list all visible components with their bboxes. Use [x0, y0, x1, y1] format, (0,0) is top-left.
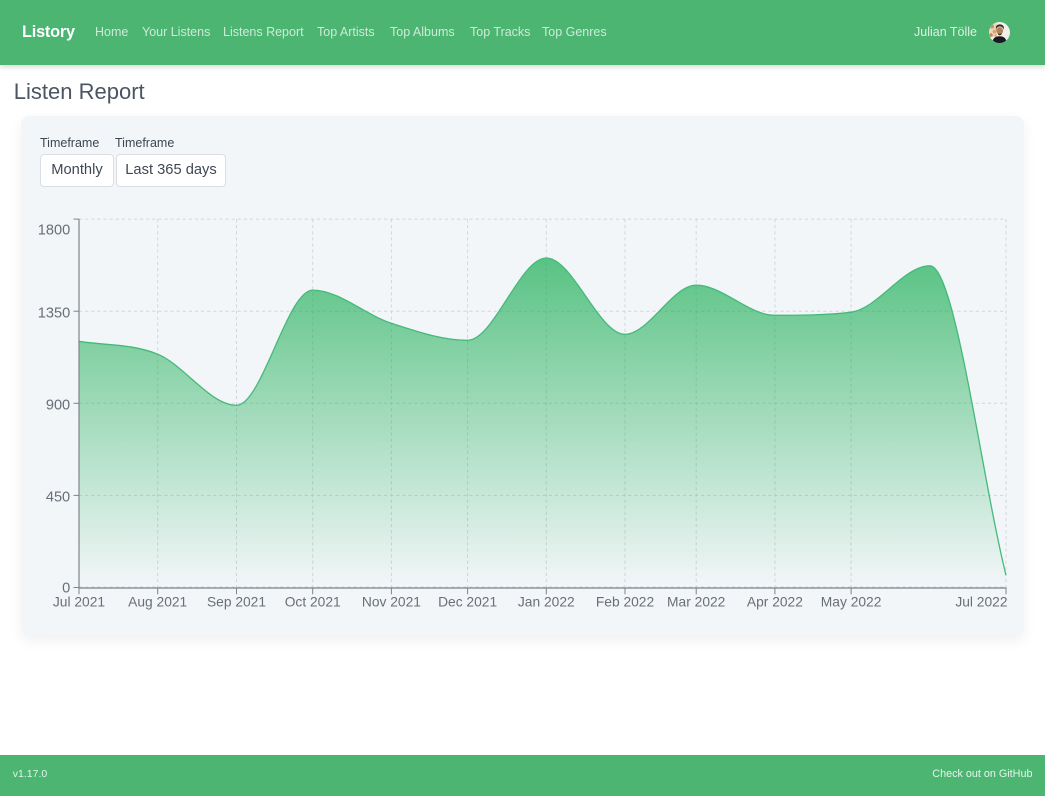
- svg-text:900: 900: [46, 397, 70, 413]
- svg-text:1350: 1350: [38, 305, 70, 321]
- svg-text:Jan 2022: Jan 2022: [518, 595, 575, 610]
- svg-text:Apr 2022: Apr 2022: [747, 595, 803, 610]
- svg-text:Jul 2022: Jul 2022: [955, 595, 1007, 610]
- svg-text:Jul 2021: Jul 2021: [53, 595, 105, 610]
- svg-text:1800: 1800: [38, 223, 70, 239]
- svg-text:Oct 2021: Oct 2021: [285, 595, 341, 610]
- svg-text:Feb 2022: Feb 2022: [596, 595, 654, 610]
- svg-text:Aug 2021: Aug 2021: [128, 595, 187, 610]
- svg-text:Dec 2021: Dec 2021: [438, 595, 497, 610]
- svg-text:Mar 2022: Mar 2022: [667, 595, 725, 610]
- svg-text:May 2022: May 2022: [821, 595, 882, 610]
- svg-text:0: 0: [62, 581, 70, 597]
- svg-text:450: 450: [46, 490, 70, 506]
- svg-text:Sep 2021: Sep 2021: [207, 595, 266, 610]
- svg-text:Nov 2021: Nov 2021: [362, 595, 421, 610]
